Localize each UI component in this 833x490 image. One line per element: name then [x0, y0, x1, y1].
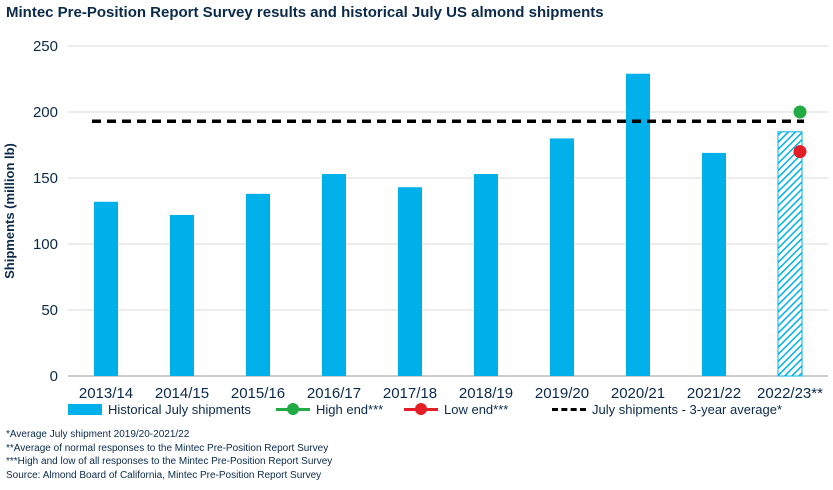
bar-chart: 0 50 100 150 200 250 Shipments (million lb) 201… [2, 38, 828, 400]
x-tick-label: 2022/23** [757, 385, 823, 400]
x-tick-label: 2019/20 [535, 385, 589, 400]
y-axis-label: Shipments (million lb) [2, 143, 17, 279]
legend-label-historical: Historical July shipments [108, 402, 252, 417]
bar [170, 214, 194, 376]
legend-item-low: Low end*** [404, 402, 508, 417]
x-tick-label: 2020/21 [611, 385, 665, 400]
legend-item-average: July shipments - 3-year average* [552, 402, 782, 417]
bar-forecast [777, 131, 803, 377]
footnote-1: *Average July shipment 2019/20-2021/22 [6, 429, 190, 440]
y-tick-label: 250 [33, 38, 58, 55]
x-tick-label: 2014/15 [155, 385, 209, 400]
legend-label-high: High end*** [316, 402, 384, 417]
legend-bar-swatch [68, 404, 102, 415]
x-tick-label: 2021/22 [687, 385, 741, 400]
y-tick-label: 150 [33, 170, 58, 187]
y-tick-label: 100 [33, 236, 58, 253]
high-end-point [793, 105, 807, 119]
legend-high-dot [287, 403, 299, 415]
legend-average-dash [552, 408, 586, 411]
bar [94, 201, 118, 376]
y-tick-label: 0 [50, 368, 58, 385]
footnote-2: **Average of normal responses to the Min… [6, 442, 329, 454]
x-tick-label: 2015/16 [231, 385, 285, 400]
low-end-point [793, 145, 807, 159]
x-tick-label: 2016/17 [307, 385, 361, 400]
bar [246, 193, 270, 376]
y-tick-label: 200 [33, 104, 58, 121]
legend-label-average: July shipments - 3-year average* [592, 402, 783, 417]
legend-low-dot [415, 403, 427, 415]
bar [702, 152, 726, 376]
bar [322, 174, 346, 376]
legend-label-low: Low end*** [444, 402, 509, 417]
bar [550, 138, 574, 376]
bar [474, 174, 498, 376]
footnote-3: ***High and low of all responses to the … [6, 456, 333, 467]
legend-item-high: High end*** [276, 402, 383, 417]
legend-low-line [404, 403, 438, 415]
chart-title: Mintec Pre-Position Report Survey result… [6, 4, 604, 21]
footnote-source: Source: Almond Board of California, Mint… [6, 469, 322, 481]
chart-legend: Historical July shipments High end*** Lo… [68, 402, 828, 422]
legend-item-historical: Historical July shipments [68, 402, 251, 417]
y-tick-label: 50 [41, 302, 58, 319]
x-tick-label: 2013/14 [79, 385, 133, 400]
bar [626, 73, 650, 376]
legend-high-line [276, 403, 310, 415]
x-tick-label: 2017/18 [383, 385, 437, 400]
footnotes: *Average July shipment 2019/20-2021/22 *… [6, 428, 332, 482]
x-tick-label: 2018/19 [459, 385, 513, 400]
bar [398, 187, 422, 376]
